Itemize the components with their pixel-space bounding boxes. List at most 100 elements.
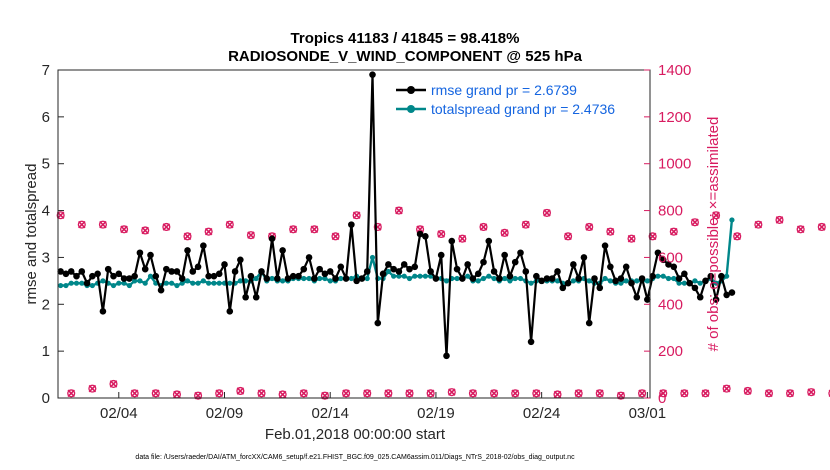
totalspread-point	[121, 280, 127, 286]
obs-assimilated-point	[331, 232, 340, 241]
obs-assimilated-point	[638, 389, 646, 398]
rmse-point	[686, 279, 693, 287]
obs-possible-point	[659, 389, 668, 398]
totalspread-point	[570, 278, 576, 284]
obs-assimilated-point	[152, 389, 160, 398]
totalspread-point	[443, 278, 450, 284]
obs-possible-point	[754, 220, 763, 229]
rmse-point	[332, 275, 339, 282]
totalspread-point	[132, 278, 138, 284]
rmse-point	[168, 268, 175, 275]
obs-assimilated-point	[574, 389, 583, 398]
obs-assimilated-point	[289, 225, 297, 234]
obs-possible-point	[98, 220, 107, 229]
rmse-point	[591, 275, 598, 282]
rmse-point	[215, 270, 223, 278]
obs-possible-point	[320, 391, 329, 400]
totalspread-point	[169, 280, 175, 286]
plot-frame	[57, 69, 651, 399]
rmse-point	[406, 265, 413, 273]
rmse-point	[622, 263, 630, 271]
totalspread-point	[369, 254, 376, 261]
rmse-point	[263, 275, 271, 282]
totalspread-point	[174, 282, 180, 289]
rmse-point	[480, 258, 487, 266]
rmse-point	[644, 296, 651, 303]
rmse-point	[115, 270, 123, 278]
obs-possible-point	[67, 389, 76, 398]
chart-subtitle: RADIOSONDE_V_WIND_COMPONENT @ 525 hPa	[228, 48, 583, 65]
totalspread-point	[200, 278, 206, 284]
legend: rmse grand pr = 2.6739 totalspread grand…	[392, 78, 644, 118]
rmse-point	[231, 268, 239, 275]
rmse-point	[511, 258, 519, 266]
obs-assimilated-point	[67, 389, 75, 398]
obs-possible-point	[257, 389, 266, 398]
obs-possible-point	[130, 389, 139, 398]
rmse-point	[194, 263, 202, 271]
totalspread-point	[110, 282, 117, 289]
obs-possible-point	[151, 389, 160, 398]
rmse-point	[348, 221, 355, 228]
totalspread-point	[713, 280, 719, 286]
obs-assimilated-point	[109, 380, 118, 388]
obs-possible-point	[468, 389, 477, 398]
y-left-tick-label: 5	[42, 156, 50, 173]
obs-assimilated-point	[701, 389, 710, 398]
obs-assimilated-point	[543, 209, 551, 217]
rmse-point	[411, 263, 419, 271]
rmse-point	[136, 249, 144, 257]
rmse-point	[342, 275, 350, 282]
rmse-point	[94, 270, 101, 278]
rmse-point	[305, 254, 313, 261]
obs-assimilated-point	[786, 389, 794, 398]
rmse-point	[242, 293, 249, 301]
obs-possible-point	[690, 218, 699, 227]
obs-possible-point	[722, 384, 731, 393]
obs-possible-point	[786, 389, 795, 398]
obs-assimilated-point	[680, 389, 689, 398]
y-axis-right-label: # of obs: o=possible; ×=assimilated	[705, 117, 722, 352]
obs-assimilated-point	[796, 225, 805, 234]
legend-label-rmse: rmse grand pr = 2.6739	[431, 82, 577, 98]
obs-possible-point	[394, 206, 403, 215]
totalspread-point	[253, 275, 259, 282]
rmse-point	[300, 265, 308, 273]
y-right-tick-label: 1200	[658, 109, 691, 126]
obs-possible-point	[458, 234, 467, 243]
rmse-point	[712, 296, 720, 303]
obs-possible-point	[405, 389, 414, 398]
rmse-point	[247, 272, 255, 280]
obs-assimilated-point	[120, 225, 128, 234]
rmse-point	[89, 272, 96, 280]
totalspread-point	[507, 278, 513, 284]
obs-possible-point	[204, 227, 213, 236]
rmse-point	[311, 275, 318, 282]
y-right-tick-label: 0	[658, 390, 666, 407]
totalspread-point	[486, 273, 492, 279]
obs-possible-point	[542, 208, 551, 217]
rmse-point	[612, 277, 619, 285]
totalspread-point	[422, 273, 428, 279]
obs-possible-point	[363, 389, 372, 398]
totalspread-point	[406, 275, 413, 282]
obs-possible-point	[521, 220, 530, 229]
obs-assimilated-point	[744, 387, 752, 395]
rmse-point	[78, 268, 86, 275]
rmse-point	[147, 251, 154, 259]
rmse-point	[696, 293, 704, 301]
obs-assimilated-point	[469, 389, 477, 398]
rmse-point	[585, 319, 593, 327]
obs-possible-point	[373, 222, 382, 232]
obs-assimilated-point	[363, 389, 371, 398]
rmse-point	[485, 237, 493, 245]
obs-assimilated-point	[448, 388, 456, 396]
y-right-tick-label: 200	[658, 343, 683, 360]
y-axis-left-label: rmse and totalspread	[23, 164, 40, 305]
rmse-point	[580, 254, 588, 261]
rmse-point	[104, 265, 112, 273]
obs-possible-point	[56, 211, 65, 220]
totalspread-point	[89, 282, 95, 289]
obs-assimilated-point	[310, 225, 319, 234]
totalspread-point	[348, 275, 354, 282]
